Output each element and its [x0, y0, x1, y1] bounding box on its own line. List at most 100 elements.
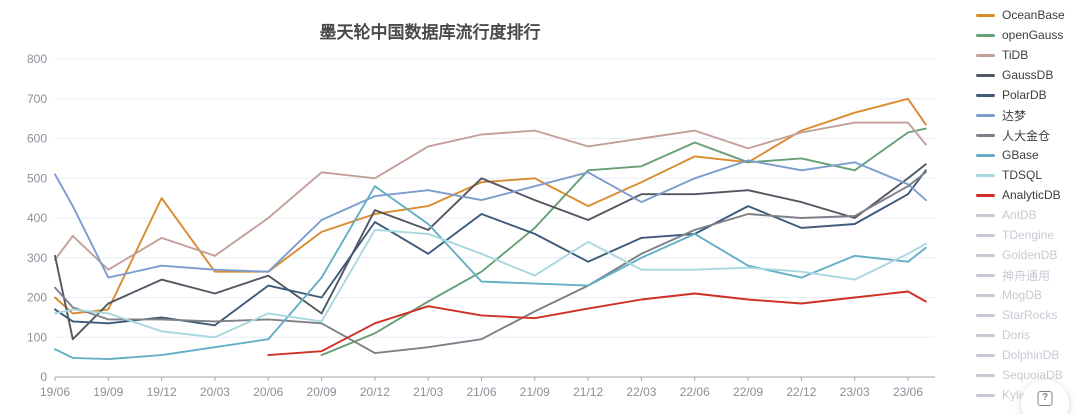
- legend-swatch: [976, 153, 995, 157]
- legend-item-OceanBase[interactable]: OceanBase: [976, 5, 1080, 25]
- legend-label: 人大金仓: [1002, 128, 1051, 143]
- legend-label: MogDB: [1002, 288, 1043, 302]
- x-tick-label: 21/06: [466, 385, 496, 399]
- legend-label: GoldenDB: [1002, 248, 1058, 262]
- y-tick-label: 100: [27, 330, 47, 344]
- legend-swatch: [976, 353, 995, 357]
- x-tick-label: 20/03: [200, 385, 230, 399]
- x-tick-label: 21/12: [573, 385, 603, 399]
- x-tick-label: 19/12: [147, 385, 177, 399]
- legend-swatch: [976, 33, 995, 37]
- legend-swatch: [976, 393, 995, 397]
- series-line-GaussDB: [54, 163, 927, 341]
- y-tick-label: 500: [27, 171, 47, 185]
- series-line-TDSQL: [54, 228, 927, 339]
- legend-label: 神舟通用: [1002, 268, 1051, 283]
- legend-swatch: [976, 213, 995, 217]
- x-tick-label: 21/03: [413, 385, 443, 399]
- legend-swatch: [976, 13, 995, 17]
- legend-label: OceanBase: [1002, 8, 1065, 22]
- legend-swatch: [976, 93, 995, 97]
- legend-swatch: [976, 293, 995, 297]
- legend-item-GaussDB[interactable]: GaussDB: [976, 65, 1080, 85]
- x-tick-label: 19/09: [93, 385, 123, 399]
- chart-title: 墨天轮中国数据库流行度排行: [319, 23, 541, 42]
- legend-item-GoldenDB[interactable]: GoldenDB: [976, 245, 1080, 265]
- legend-label: TDengine: [1002, 228, 1055, 242]
- x-tick-label: 23/03: [840, 385, 870, 399]
- legend-swatch: [976, 193, 995, 197]
- legend-item-GBase[interactable]: GBase: [976, 145, 1080, 165]
- y-tick-label: 600: [27, 132, 47, 146]
- legend-item-PolarDB[interactable]: PolarDB: [976, 85, 1080, 105]
- legend-label: AntDB: [1002, 208, 1037, 222]
- legend-label: 达梦: [1002, 108, 1027, 123]
- y-tick-label: 200: [27, 291, 47, 305]
- legend-swatch: [976, 53, 995, 57]
- legend-swatch: [976, 273, 995, 277]
- series-line-PolarDB: [54, 169, 927, 327]
- legend-label: Doris: [1002, 328, 1031, 342]
- x-tick-label: 20/12: [360, 385, 390, 399]
- legend-label: PolarDB: [1002, 88, 1047, 102]
- legend-label: SequoiaDB: [1002, 368, 1063, 382]
- legend-label: DolphinDB: [1002, 348, 1060, 362]
- legend-item-SequoiaDB[interactable]: SequoiaDB: [976, 365, 1080, 385]
- y-tick-label: 800: [27, 52, 47, 66]
- legend-swatch: [976, 253, 995, 257]
- y-tick-label: 700: [27, 92, 47, 106]
- series-line-达梦: [54, 159, 927, 279]
- legend-item-MogDB[interactable]: MogDB: [976, 285, 1080, 305]
- legend-item-AnalyticDB[interactable]: AnalyticDB: [976, 185, 1080, 205]
- legend-swatch: [976, 233, 995, 237]
- legend-item-Doris[interactable]: Doris: [976, 325, 1080, 345]
- x-tick-label: 22/03: [626, 385, 656, 399]
- x-tick-label: 20/06: [253, 385, 283, 399]
- legend-label: TDSQL: [1002, 168, 1043, 182]
- x-tick-label: 22/12: [786, 385, 816, 399]
- help-button[interactable]: ?: [1021, 380, 1069, 414]
- series-line-TiDB: [54, 121, 927, 271]
- x-tick-label: 21/09: [520, 385, 550, 399]
- series-line-GBase: [54, 185, 927, 361]
- legend-swatch: [976, 113, 995, 117]
- legend-item-DolphinDB[interactable]: DolphinDB: [976, 345, 1080, 365]
- legend-label: GaussDB: [1002, 68, 1054, 82]
- series-line-AnalyticDB: [267, 290, 927, 357]
- legend-swatch: [976, 333, 995, 337]
- legend-item-openGauss[interactable]: openGauss: [976, 25, 1080, 45]
- legend-swatch: [976, 313, 995, 317]
- series-line-人大金仓: [54, 171, 927, 355]
- legend-label: StarRocks: [1002, 308, 1058, 322]
- x-tick-label: 22/06: [680, 385, 710, 399]
- x-tick-label: 23/06: [893, 385, 923, 399]
- legend-label: openGauss: [1002, 28, 1064, 42]
- x-tick-label: 19/06: [40, 385, 70, 399]
- series-line-openGauss: [320, 127, 927, 357]
- x-tick-label: 20/09: [307, 385, 337, 399]
- legend-swatch: [976, 133, 995, 137]
- help-icon: ?: [1037, 391, 1053, 406]
- y-tick-label: 400: [27, 211, 47, 225]
- legend-item-TDengine[interactable]: TDengine: [976, 225, 1080, 245]
- x-tick-label: 22/09: [733, 385, 763, 399]
- y-tick-label: 300: [27, 251, 47, 265]
- y-tick-label: 0: [40, 370, 47, 384]
- legend-label: GBase: [1002, 148, 1039, 162]
- legend-item-人大金仓[interactable]: 人大金仓: [976, 125, 1080, 145]
- legend-swatch: [976, 73, 995, 77]
- legend-swatch: [976, 373, 995, 377]
- legend-item-StarRocks[interactable]: StarRocks: [976, 305, 1080, 325]
- legend-item-达梦[interactable]: 达梦: [976, 105, 1080, 125]
- legend-label: TiDB: [1002, 48, 1029, 62]
- legend-item-神舟通用[interactable]: 神舟通用: [976, 265, 1080, 285]
- legend-item-TiDB[interactable]: TiDB: [976, 45, 1080, 65]
- legend-label: AnalyticDB: [1002, 188, 1061, 202]
- chart-legend: OceanBase openGauss TiDB GaussDB PolarDB 达梦人大…: [976, 5, 1080, 405]
- legend-swatch: [976, 173, 995, 177]
- series-line-OceanBase: [54, 97, 927, 315]
- legend-item-AntDB[interactable]: AntDB: [976, 205, 1080, 225]
- legend-item-TDSQL[interactable]: TDSQL: [976, 165, 1080, 185]
